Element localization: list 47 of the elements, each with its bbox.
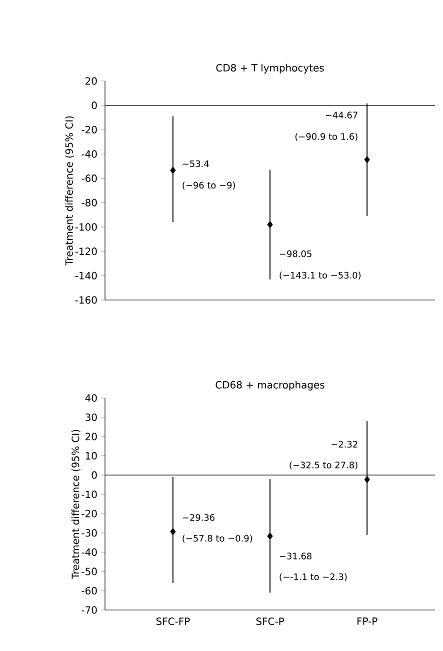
x-tick-label: SFC-FP bbox=[156, 618, 190, 626]
y-tick-label: -80 bbox=[82, 198, 97, 206]
annotation: (−96 to −9) bbox=[182, 182, 235, 190]
y-tick-label: -60 bbox=[82, 586, 97, 594]
y-tick-label: -30 bbox=[82, 529, 97, 537]
point bbox=[364, 156, 370, 164]
chart-title: CD8 + T lymphocytes bbox=[216, 64, 324, 74]
y-tick-label: -160 bbox=[75, 296, 97, 304]
x-tick-label: FP-P bbox=[357, 618, 378, 625]
y-axis-title: Treatment difference (95% CI) bbox=[65, 116, 74, 266]
annotation: (−57.8 to −0.9) bbox=[182, 534, 252, 543]
point bbox=[170, 528, 176, 536]
y-tick-label: -20 bbox=[82, 126, 97, 134]
y-tick-label: -10 bbox=[82, 490, 97, 498]
annotation: −53.4 bbox=[182, 160, 209, 168]
y-tick-label: -120 bbox=[75, 248, 97, 256]
annotation: −44.67 bbox=[326, 112, 358, 118]
y-axis-title: Treatment difference (95% CI) bbox=[71, 430, 80, 580]
point bbox=[364, 476, 370, 484]
y-tick-label: -60 bbox=[82, 174, 97, 182]
annotation: (−-1.1 to −2.3) bbox=[280, 573, 347, 582]
y-tick-label: -40 bbox=[82, 150, 97, 158]
point bbox=[267, 532, 273, 540]
y-tick-label: -140 bbox=[75, 272, 97, 280]
y-tick-label: 40 bbox=[85, 394, 97, 402]
y-tick-label: -50 bbox=[82, 568, 97, 576]
y-tick-label: -70 bbox=[82, 606, 97, 614]
y-tick-label: 0 bbox=[92, 471, 97, 479]
annotation: −29.36 bbox=[182, 514, 215, 521]
y-tick-label: -20 bbox=[82, 510, 97, 518]
y-tick-label: 20 bbox=[86, 432, 97, 440]
y-tick-label: 20 bbox=[86, 77, 97, 85]
annotation: (−32.5 to 27.8) bbox=[290, 461, 358, 470]
annotation: −98.05 bbox=[280, 250, 312, 258]
point bbox=[170, 166, 176, 174]
y-tick-label: 0 bbox=[92, 102, 97, 110]
x-tick-label: SFC-P bbox=[256, 618, 284, 626]
y-tick-label: -100 bbox=[75, 223, 97, 231]
chart-title: CD68 + macrophages bbox=[216, 380, 324, 391]
y-tick-label: -40 bbox=[82, 548, 97, 556]
point bbox=[267, 220, 273, 228]
y-tick-label: 10 bbox=[86, 452, 97, 460]
annotation: (−90.9 to 1.6) bbox=[295, 132, 358, 141]
annotation: −2.32 bbox=[332, 440, 358, 448]
annotation: (−143.1 to −53.0) bbox=[280, 272, 361, 280]
annotation: −31.68 bbox=[280, 552, 312, 560]
y-tick-label: 30 bbox=[86, 413, 97, 422]
